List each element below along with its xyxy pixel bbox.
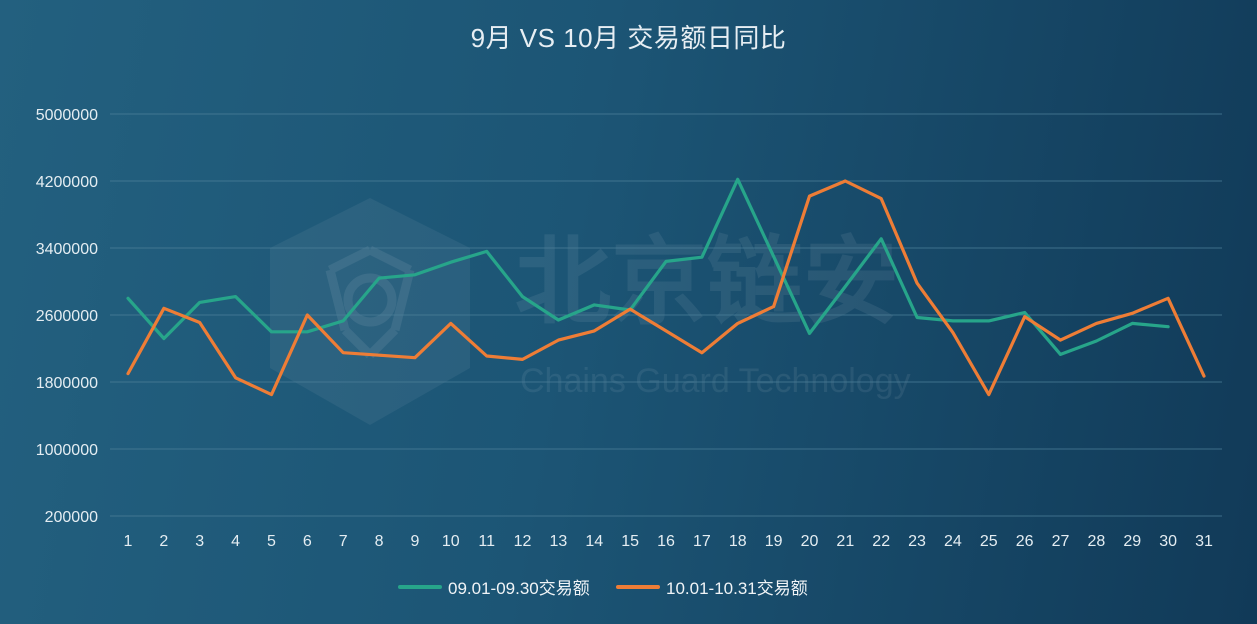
- watermark-text-en: Chains Guard Technology: [520, 362, 911, 400]
- legend-item-1[interactable]: 09.01-09.30交易额: [398, 579, 590, 598]
- x-tick-label: 15: [621, 533, 639, 550]
- x-tick-label: 5: [267, 533, 276, 550]
- x-tick-label: 10: [442, 533, 460, 550]
- legend-label: 09.01-09.30交易额: [448, 579, 590, 598]
- x-tick-label: 27: [1052, 533, 1070, 550]
- x-tick-label: 14: [585, 533, 603, 550]
- watermark-logo-shield: [270, 198, 470, 425]
- series-layer: [126, 177, 1206, 397]
- x-tick-label: 13: [550, 533, 568, 550]
- x-tick-label: 25: [980, 533, 998, 550]
- y-tick-label: 200000: [45, 509, 98, 526]
- x-tick-label: 7: [339, 533, 348, 550]
- x-tick-label: 1: [124, 533, 133, 550]
- y-axis: 200000 1000000 1800000 2600000 3400000 420000…: [36, 107, 98, 526]
- legend-label: 10.01-10.31交易额: [666, 579, 808, 598]
- y-tick-label: 3400000: [36, 241, 98, 258]
- x-tick-label: 11: [478, 533, 495, 550]
- series-line-2[interactable]: [126, 179, 1206, 397]
- x-axis: 1 2 3 4 5 6 7 8 9 10 11 12 13 14 15 16 17 18 19 20 21 22 23 24 2…: [124, 533, 1213, 550]
- x-tick-label: 4: [231, 533, 240, 550]
- x-tick-label: 6: [303, 533, 312, 550]
- x-tick-label: 16: [657, 533, 675, 550]
- legend[interactable]: 09.01-09.30交易额 10.01-10.31交易额: [398, 579, 808, 598]
- y-tick-label: 1000000: [36, 442, 98, 459]
- x-tick-label: 12: [514, 533, 532, 550]
- x-tick-label: 26: [1016, 533, 1034, 550]
- x-tick-label: 30: [1159, 533, 1177, 550]
- x-tick-label: 2: [159, 533, 168, 550]
- x-tick-label: 18: [729, 533, 747, 550]
- grid: [110, 113, 1222, 517]
- x-tick-label: 9: [410, 533, 419, 550]
- x-tick-label: 20: [801, 533, 819, 550]
- x-tick-label: 29: [1123, 533, 1141, 550]
- x-tick-label: 3: [195, 533, 204, 550]
- x-tick-label: 23: [908, 533, 926, 550]
- y-tick-label: 4200000: [36, 174, 98, 191]
- y-tick-label: 1800000: [36, 375, 98, 392]
- watermark-logo-network-icon: [325, 245, 415, 359]
- x-tick-label: 8: [375, 533, 384, 550]
- x-tick-label: 17: [693, 533, 711, 550]
- x-tick-label: 28: [1088, 533, 1106, 550]
- chart-title: 9月 VS 10月 交易额日同比: [470, 23, 787, 53]
- x-tick-label: 22: [872, 533, 890, 550]
- legend-item-2[interactable]: 10.01-10.31交易额: [616, 579, 808, 598]
- x-tick-label: 19: [765, 533, 783, 550]
- x-tick-label: 21: [836, 533, 854, 550]
- x-tick-label: 24: [944, 533, 962, 550]
- watermark: 北京链安 Chains Guard Technology: [270, 198, 911, 425]
- y-tick-label: 2600000: [36, 308, 98, 325]
- x-tick-label: 31: [1195, 533, 1213, 550]
- y-tick-label: 5000000: [36, 107, 98, 124]
